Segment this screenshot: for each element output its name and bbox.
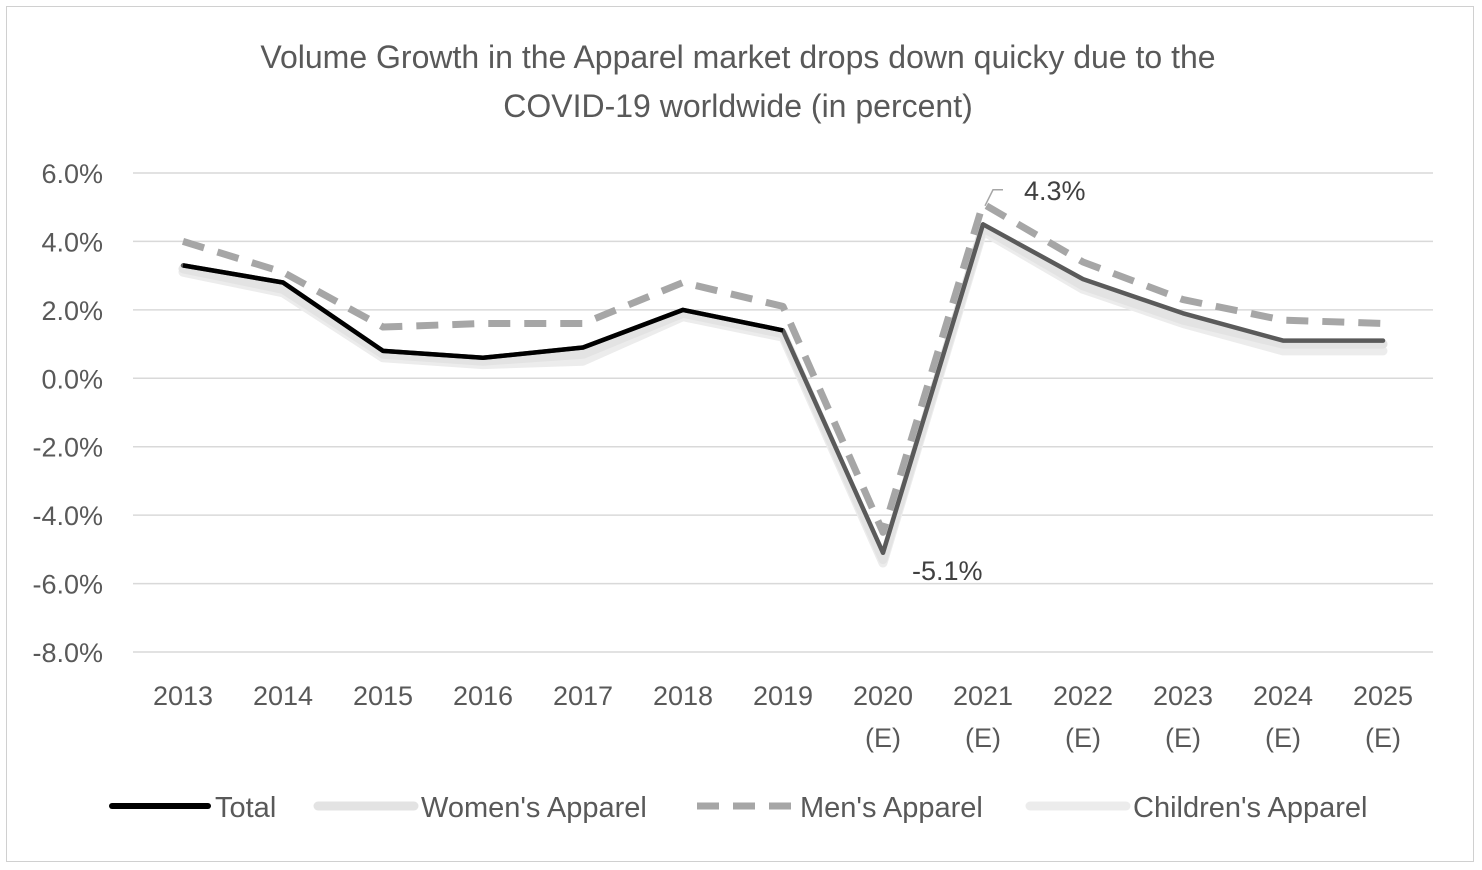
legend-label: Women's Apparel	[421, 792, 647, 824]
data-point	[1283, 320, 1284, 321]
data-point	[683, 282, 684, 283]
x-tick-label: 2023	[1153, 681, 1213, 711]
chart-title-line-1: Volume Growth in the Apparel market drop…	[260, 39, 1215, 75]
x-tick-label: 2020	[853, 681, 913, 711]
x-tick-label: 2021	[953, 681, 1013, 711]
legend-label: Total	[215, 792, 276, 824]
series-line-men-s-apparel	[181, 200, 1384, 536]
x-tick-label: (E)	[865, 723, 901, 753]
y-tick-label: 6.0%	[41, 159, 103, 189]
legend-label: Men's Apparel	[800, 792, 983, 824]
x-tick-label: (E)	[965, 723, 1001, 753]
y-axis: 6.0% 4.0% 2.0% 0.0% -2.0% -4.0% -6.0% -8.0%	[32, 159, 103, 668]
data-point	[1383, 323, 1384, 324]
x-tick-label: 2025	[1353, 681, 1413, 711]
data-point	[983, 203, 984, 204]
y-tick-label: 2.0%	[41, 296, 103, 326]
series-line-children-s-apparel	[178, 226, 1388, 568]
chart-title-line-2: COVID-19 worldwide (in percent)	[503, 88, 973, 124]
x-axis: 2013 2014 2015 2016 2017 2018 2019 2020 (E) 2021 (…	[153, 681, 1413, 753]
x-tick-label: 2018	[653, 681, 713, 711]
x-tick-label: 2024	[1253, 681, 1313, 711]
x-tick-label: 2014	[253, 681, 313, 711]
x-tick-label: (E)	[1065, 723, 1101, 753]
data-point	[483, 323, 484, 324]
series-lines	[178, 200, 1388, 568]
series-line-women-s-apparel	[178, 223, 1388, 565]
x-tick-label: (E)	[1165, 723, 1201, 753]
legend: Total Women's Apparel Men's Apparel Childre…	[109, 792, 1367, 824]
x-tick-label: 2013	[153, 681, 213, 711]
y-tick-label: -6.0%	[32, 570, 103, 600]
series-line-total-head	[182, 263, 784, 361]
x-tick-label: (E)	[1365, 723, 1401, 753]
x-tick-label: 2016	[453, 681, 513, 711]
y-tick-label: 4.0%	[41, 227, 103, 257]
x-tick-label: 2019	[753, 681, 813, 711]
gridlines	[133, 172, 1433, 653]
data-point	[283, 272, 284, 273]
annotation-peak: 4.3%	[1024, 176, 1086, 206]
y-tick-label: 0.0%	[41, 364, 103, 394]
chart-frame	[6, 6, 1474, 862]
x-tick-label: (E)	[1265, 723, 1301, 753]
annotation-leader-line	[984, 189, 1003, 207]
x-tick-label: 2022	[1053, 681, 1113, 711]
annotation-trough: -5.1%	[912, 556, 983, 586]
x-tick-label: 2017	[553, 681, 613, 711]
series-line-total	[180, 222, 1386, 556]
x-tick-label: 2015	[353, 681, 413, 711]
y-tick-label: -8.0%	[32, 638, 103, 668]
legend-label: Children's Apparel	[1133, 792, 1367, 824]
chart-title: Volume Growth in the Apparel market drop…	[260, 39, 1215, 124]
y-tick-label: -2.0%	[32, 433, 103, 463]
data-annotations: 4.3% -5.1%	[912, 176, 1086, 586]
y-tick-label: -4.0%	[32, 501, 103, 531]
data-point	[583, 323, 584, 324]
